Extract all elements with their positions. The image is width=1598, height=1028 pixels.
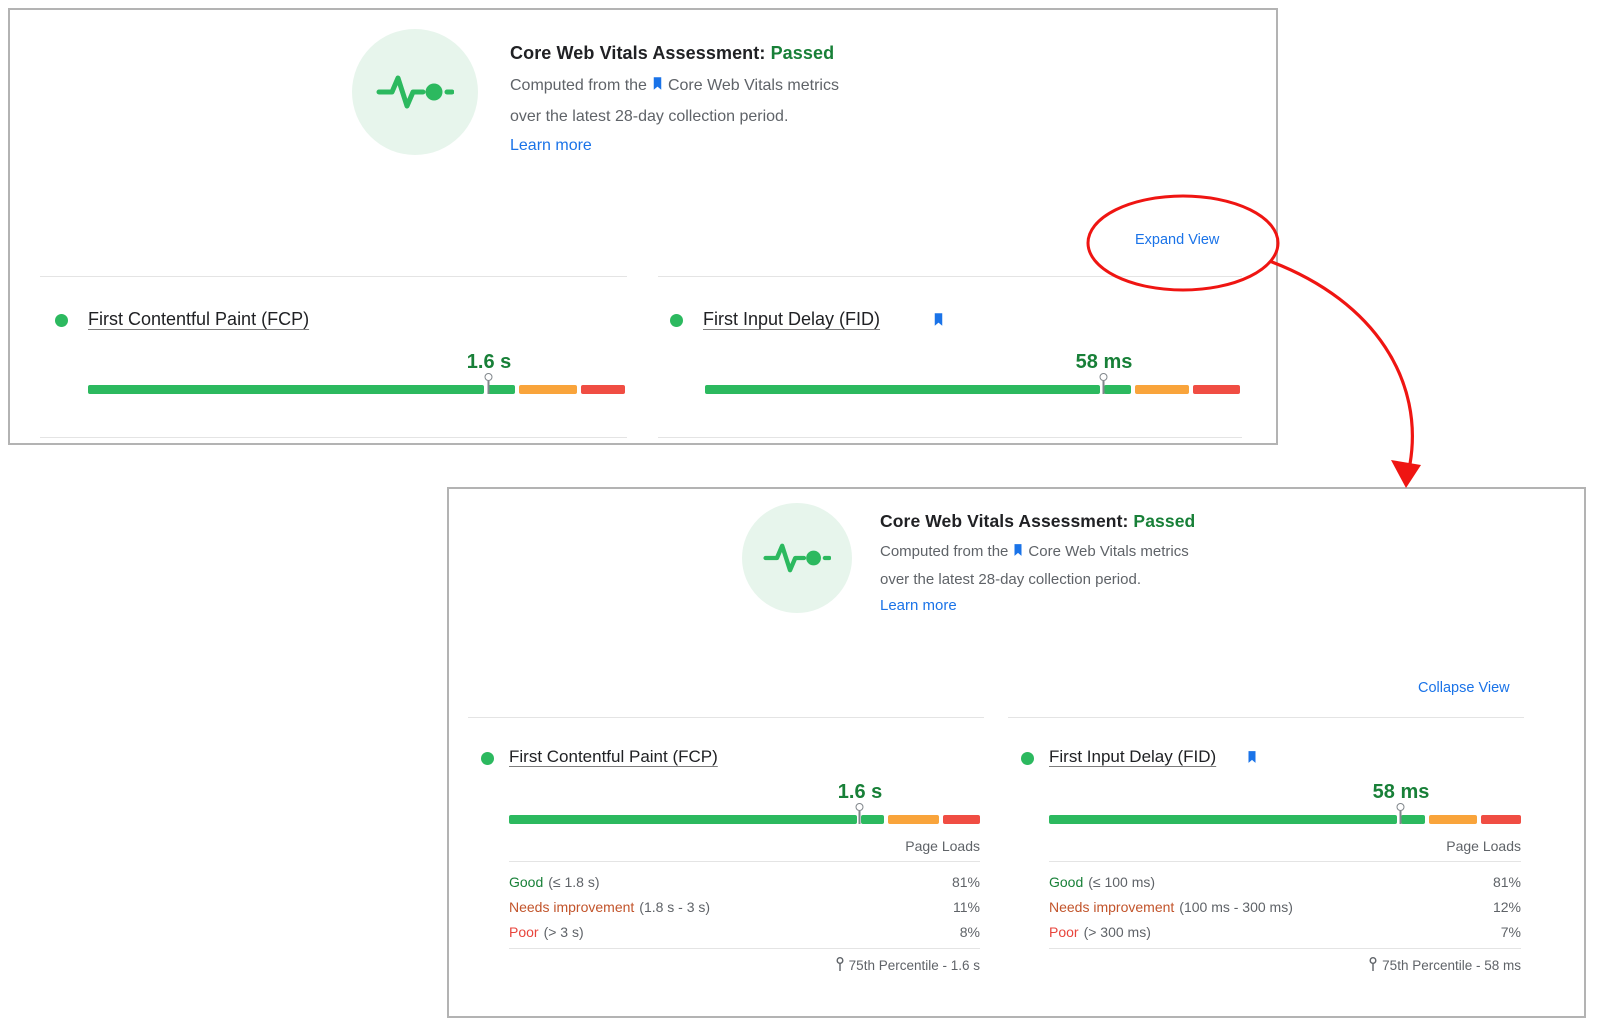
page-loads-header: Page Loads [1446,838,1521,854]
fid-table-divider-top [1049,861,1521,862]
fcp-bar-poor-segment [943,815,980,824]
fcp-page-loads-table: Good (≤ 1.8 s) 81% Needs improvement (1.… [509,869,980,944]
fid-needs-improvement-row: Needs improvement (100 ms - 300 ms) 12% [1049,898,1521,915]
fid-bookmark-icon [1245,749,1259,770]
fid-bar-good2-segment [1103,385,1131,394]
fid-distribution-bar [1049,803,1521,824]
fcp-bar-needs-improvement-segment [888,815,939,824]
good-share: 81% [1492,873,1521,890]
fcp-percentile-marker [855,803,864,824]
fid-distribution-bar [705,373,1240,394]
fid-percentile-marker [1396,803,1405,824]
fcp-needs-improvement-row: Needs improvement (1.8 s - 3 s) 11% [509,898,980,915]
good-share: 81% [951,873,980,890]
fcp-bar-good-segment [509,815,857,824]
fid-bar-poor-segment [1481,815,1521,824]
bookmark-icon [1011,541,1025,567]
fcp-metric-link[interactable]: First Contentful Paint (FCP) [88,309,310,329]
good-label: Good [509,873,544,890]
percentile-pin-icon [1368,957,1378,975]
fid-bar-poor-segment [1193,385,1240,394]
assessment-status: Passed [770,43,835,63]
good-label: Good [1049,873,1084,890]
fcp-bar-poor-segment [581,385,625,394]
fcp-value: 1.6 s [837,781,883,803]
collapse-view-link[interactable]: Collapse View [1418,680,1510,696]
assessment-description: Computed from the Core Web Vitals metrics… [880,541,1189,614]
fcp-bottom-divider [40,437,627,438]
fcp-status-dot [481,752,494,765]
assessment-title: Core Web Vitals Assessment: Passed [510,43,835,63]
fcp-bar-good2-segment [860,815,885,824]
fcp-percentile-note: 75th Percentile - 1.6 s [509,957,980,975]
pulse-icon [742,503,852,613]
cwv-expanded-panel: Core Web Vitals Assessment: Passed Compu… [447,487,1586,1018]
fid-bar-good2-segment [1401,815,1425,824]
fid-bottom-divider [658,437,1242,438]
bookmark-icon [650,73,665,102]
fid-metric-link[interactable]: First Input Delay (FID) [1049,747,1217,766]
pulse-icon [352,29,478,155]
fid-good-row: Good (≤ 100 ms) 81% [1049,873,1521,890]
fid-bar-needs-improvement-segment [1428,815,1478,824]
fcp-good-row: Good (≤ 1.8 s) 81% [509,873,980,890]
needs-improvement-share: 12% [1492,898,1521,915]
fid-top-divider [1008,717,1524,718]
fcp-bar-good2-segment [488,385,516,394]
fcp-distribution-bar [88,373,625,394]
assessment-title: Core Web Vitals Assessment: Passed [880,511,1196,531]
arrowhead [1391,460,1421,488]
fid-metric-link[interactable]: First Input Delay (FID) [703,309,881,329]
fcp-bar-needs-improvement-segment [519,385,578,394]
fid-percentile-note: 75th Percentile - 58 ms [1049,957,1521,975]
needs-improvement-label: Needs improvement [1049,898,1175,915]
fcp-top-divider [468,717,984,718]
fid-bar-needs-improvement-segment [1134,385,1190,394]
fcp-percentile-marker [484,373,493,394]
fid-value: 58 ms [1075,351,1133,373]
assessment-description: Computed from the Core Web Vitals metrics… [510,71,950,160]
poor-share: 8% [959,923,980,940]
fid-page-loads-table: Good (≤ 100 ms) 81% Needs improvement (1… [1049,869,1521,944]
poor-label: Poor [1049,923,1079,940]
fcp-poor-row: Poor (> 3 s) 8% [509,923,980,940]
fid-top-divider [658,276,1242,277]
percentile-pin-icon [835,957,845,975]
fcp-table-divider-bottom [509,948,980,949]
page-loads-header: Page Loads [905,838,980,854]
fid-table-divider-bottom [1049,948,1521,949]
arrow-annotation [1270,260,1414,466]
fcp-table-divider-top [509,861,980,862]
needs-improvement-label: Needs improvement [509,898,635,915]
fid-status-dot [1021,752,1034,765]
fid-bar-good-segment [1049,815,1398,824]
fcp-distribution-bar [509,803,980,824]
fcp-metric-link[interactable]: First Contentful Paint (FCP) [509,747,718,766]
poor-share: 7% [1500,923,1521,940]
fid-status-dot [670,314,683,327]
fid-value: 58 ms [1372,781,1430,803]
needs-improvement-share: 11% [953,898,980,915]
expand-view-link[interactable]: Expand View [1135,232,1220,248]
cwv-collapsed-panel: Core Web Vitals Assessment: Passed Compu… [8,8,1278,445]
fcp-top-divider [40,276,627,277]
fcp-value: 1.6 s [466,351,512,373]
assessment-status: Passed [1133,511,1196,531]
poor-label: Poor [509,923,539,940]
fcp-bar-good-segment [88,385,485,394]
learn-more-link[interactable]: Learn more [510,137,592,154]
fid-bookmark-icon [931,311,946,333]
fcp-status-dot [55,314,68,327]
fid-percentile-marker [1099,373,1108,394]
fid-poor-row: Poor (> 300 ms) 7% [1049,923,1521,940]
fid-bar-good-segment [705,385,1100,394]
learn-more-link[interactable]: Learn more [880,597,957,614]
